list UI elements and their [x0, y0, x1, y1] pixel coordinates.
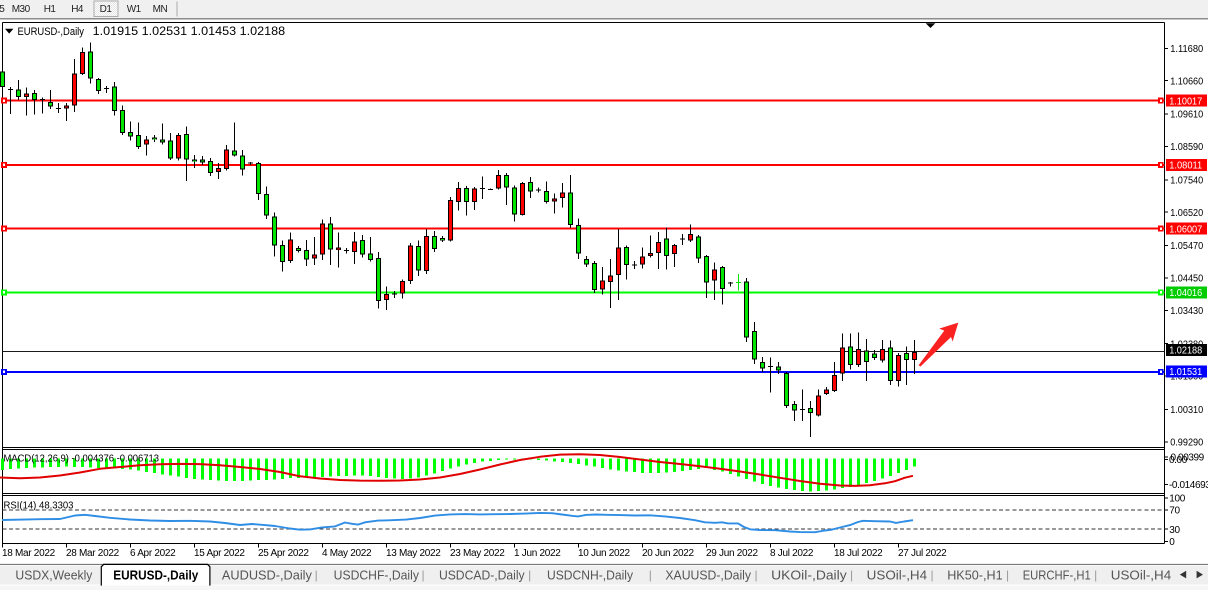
svg-text:1 Jun 2022: 1 Jun 2022 [514, 548, 561, 559]
svg-text:8 Jul 2022: 8 Jul 2022 [770, 548, 814, 559]
svg-text:D1: D1 [100, 4, 113, 15]
svg-text:1.07540: 1.07540 [1170, 175, 1203, 186]
svg-text:30: 30 [1169, 525, 1180, 536]
svg-text:MACD(12,26,9) -0.004376 -0.006: MACD(12,26,9) -0.004376 -0.006713 [4, 454, 160, 465]
svg-text:|: | [931, 568, 934, 582]
svg-text:1.06007: 1.06007 [1169, 224, 1202, 235]
svg-text:1.02188: 1.02188 [1169, 346, 1202, 357]
svg-text:USDCHF-,Daily: USDCHF-,Daily [334, 569, 420, 583]
svg-text:EURCHF-,H1: EURCHF-,H1 [1023, 569, 1091, 583]
svg-text:1.11680: 1.11680 [1170, 44, 1203, 55]
svg-text:-0.014693: -0.014693 [1169, 480, 1208, 491]
svg-text:1.04450: 1.04450 [1170, 274, 1203, 285]
svg-text:1.05470: 1.05470 [1170, 241, 1203, 252]
svg-text:|: | [754, 568, 757, 582]
svg-text:|: | [1006, 568, 1009, 582]
svg-text:H4: H4 [71, 4, 84, 15]
svg-text:USDCNH-,Daily: USDCNH-,Daily [547, 569, 634, 583]
svg-text:M30: M30 [12, 4, 31, 15]
svg-text:4 May 2022: 4 May 2022 [322, 548, 372, 559]
svg-text:1.03430: 1.03430 [1170, 306, 1203, 317]
svg-text:100: 100 [1169, 494, 1186, 505]
svg-text:AUDUSD-,Daily: AUDUSD-,Daily [222, 569, 313, 583]
svg-text:M5: M5 [0, 4, 5, 15]
svg-text:1.08590: 1.08590 [1170, 142, 1203, 153]
svg-text:1.01453: 1.01453 [191, 24, 237, 38]
svg-text:1.02531: 1.02531 [142, 24, 188, 38]
svg-text:20 Jun 2022: 20 Jun 2022 [642, 548, 694, 559]
svg-text:29 Jun 2022: 29 Jun 2022 [706, 548, 758, 559]
svg-text:1.10017: 1.10017 [1169, 96, 1202, 107]
svg-text:|: | [850, 568, 853, 582]
svg-text:H1: H1 [44, 4, 57, 15]
svg-text:18 Jul 2022: 18 Jul 2022 [834, 548, 883, 559]
svg-text:|: | [1094, 568, 1097, 582]
svg-text:0.00399: 0.00399 [1171, 453, 1205, 464]
svg-text:1.08011: 1.08011 [1169, 160, 1202, 171]
svg-text:1.09610: 1.09610 [1170, 110, 1203, 121]
svg-text:0.00: 0.00 [1169, 455, 1188, 466]
svg-text:EURUSD-,Daily: EURUSD-,Daily [113, 569, 198, 583]
svg-text:1.06520: 1.06520 [1170, 208, 1203, 219]
svg-text:1.01531: 1.01531 [1169, 367, 1202, 378]
svg-text:13 May 2022: 13 May 2022 [386, 548, 441, 559]
svg-text:0: 0 [1169, 537, 1175, 548]
svg-text:27 Jul 2022: 27 Jul 2022 [898, 548, 947, 559]
svg-text:MN: MN [153, 4, 168, 15]
svg-text:USDCAD-,Daily: USDCAD-,Daily [439, 569, 525, 583]
svg-text:W1: W1 [127, 4, 142, 15]
svg-text:HK50-,H1: HK50-,H1 [947, 569, 1002, 583]
svg-text:25 Apr 2022: 25 Apr 2022 [258, 548, 309, 559]
svg-text:18 Mar 2022: 18 Mar 2022 [2, 548, 56, 559]
svg-text:|: | [528, 568, 531, 582]
svg-text:USOil-,H4: USOil-,H4 [1111, 569, 1171, 583]
svg-text:70: 70 [1169, 506, 1180, 517]
svg-text:USOil-,H4: USOil-,H4 [867, 569, 927, 583]
svg-text:RSI(14) 48.3303: RSI(14) 48.3303 [4, 501, 74, 512]
svg-text:USDX,Weekly: USDX,Weekly [15, 569, 93, 583]
svg-text:EURUSD-,Daily: EURUSD-,Daily [18, 26, 85, 38]
svg-text:23 May 2022: 23 May 2022 [450, 548, 505, 559]
svg-text:1.00310: 1.00310 [1170, 405, 1203, 416]
svg-text:1.02188: 1.02188 [240, 24, 286, 38]
svg-text:1.01915: 1.01915 [93, 24, 139, 38]
svg-text:XAUUSD-,Daily: XAUUSD-,Daily [665, 569, 751, 583]
svg-text:UKOil-,Daily: UKOil-,Daily [771, 569, 847, 583]
svg-text:1.10660: 1.10660 [1170, 76, 1203, 87]
svg-text:|: | [649, 568, 652, 582]
svg-text:10 Jun 2022: 10 Jun 2022 [578, 548, 630, 559]
svg-text:6 Apr 2022: 6 Apr 2022 [130, 548, 176, 559]
svg-text:|: | [315, 568, 318, 582]
svg-text:0.99290: 0.99290 [1170, 438, 1203, 449]
svg-text:28 Mar 2022: 28 Mar 2022 [66, 548, 120, 559]
svg-text:|: | [421, 568, 424, 582]
svg-text:1.04016: 1.04016 [1169, 288, 1202, 299]
svg-text:15 Apr 2022: 15 Apr 2022 [194, 548, 245, 559]
